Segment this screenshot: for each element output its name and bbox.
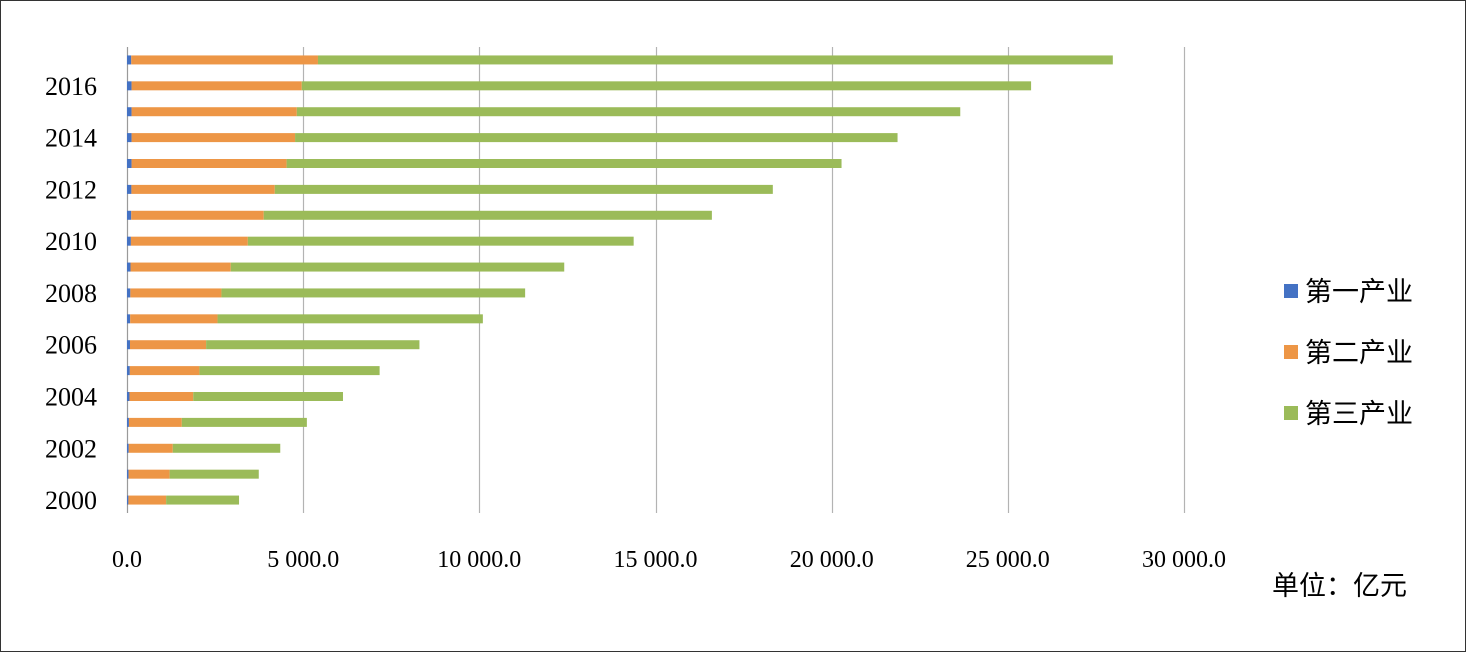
- bar-2011-series-2: [131, 210, 264, 220]
- bar-2009-series-3: [230, 262, 565, 272]
- bar-2005-series-1: [127, 366, 130, 376]
- x-tick-label: 15 000.0: [614, 547, 698, 573]
- bar-2007-series-3: [217, 314, 483, 324]
- bar-2004-series-1: [127, 392, 130, 401]
- bar-2016-series-2: [131, 81, 302, 91]
- bar-2015-series-3: [296, 107, 961, 117]
- bar-2003-series-3: [181, 417, 307, 427]
- y-tick-label: 2012: [45, 175, 97, 204]
- legend-label-series-3: 第三产业: [1305, 399, 1413, 429]
- y-tick-label: 2008: [45, 279, 97, 308]
- bar-2005-series-3: [199, 366, 380, 376]
- bar-2017-series-2: [131, 55, 318, 65]
- bar-2013-series-1: [127, 159, 132, 168]
- bar-2012-series-3: [274, 184, 773, 194]
- legend-swatch-series-2: [1284, 345, 1298, 359]
- y-tick-label: 2000: [45, 486, 97, 515]
- bar-2001-series-3: [169, 469, 259, 479]
- bar-2004-series-2: [129, 392, 194, 401]
- bar-2003-series-1: [127, 417, 129, 427]
- y-tick-label: 2010: [45, 227, 97, 256]
- bar-2001-series-2: [128, 469, 170, 479]
- x-tick-label: 5 000.0: [267, 547, 339, 573]
- bar-2017-series-3: [317, 55, 1113, 65]
- y-tick-label: 2014: [45, 124, 97, 153]
- bar-2007-series-1: [127, 314, 131, 324]
- bar-2011-series-1: [127, 210, 132, 220]
- bar-2014-series-1: [127, 133, 132, 143]
- bar-2002-series-2: [128, 443, 173, 453]
- gridlines: [126, 47, 1186, 513]
- x-tick-label: 25 000.0: [966, 547, 1050, 573]
- bar-2002-series-3: [172, 443, 281, 453]
- x-tick-label: 30 000.0: [1142, 547, 1226, 573]
- bars: [127, 55, 1113, 505]
- x-tick-label: 0.0: [112, 547, 142, 573]
- bar-2005-series-2: [129, 366, 200, 376]
- y-tick-label: 2004: [45, 383, 97, 412]
- bar-2002-series-1: [127, 443, 129, 453]
- bar-2009-series-2: [130, 262, 231, 272]
- bar-2010-series-2: [130, 236, 248, 246]
- bar-2016-series-3: [301, 81, 1032, 91]
- bar-2015-series-1: [127, 107, 132, 117]
- legend-swatch-series-3: [1284, 406, 1298, 420]
- bar-2000-series-1: [127, 495, 129, 505]
- y-tick-label: 2002: [45, 434, 97, 463]
- bar-2008-series-1: [127, 288, 131, 298]
- bar-2004-series-3: [193, 392, 343, 401]
- bar-2000-series-2: [128, 495, 167, 505]
- x-tick-label: 10 000.0: [437, 547, 521, 573]
- bar-2006-series-2: [129, 340, 207, 350]
- bar-2008-series-2: [130, 288, 222, 298]
- bar-2011-series-3: [263, 210, 712, 220]
- bar-2009-series-1: [127, 262, 131, 272]
- bar-2007-series-2: [130, 314, 218, 324]
- bar-2000-series-3: [166, 495, 240, 505]
- bar-2014-series-2: [131, 133, 296, 143]
- bar-2003-series-2: [128, 417, 182, 427]
- bar-2012-series-1: [127, 184, 132, 194]
- bar-2001-series-1: [127, 469, 129, 479]
- bar-2017-series-1: [127, 55, 132, 65]
- legend-label-series-1: 第一产业: [1305, 277, 1413, 307]
- legend-swatch-series-1: [1284, 284, 1298, 298]
- legend-label-series-2: 第二产业: [1305, 338, 1413, 368]
- bar-2013-series-3: [286, 159, 842, 168]
- y-axis-tick-labels: 2000 2002 2004 2006 2008 2010 2012 2014 2016: [45, 72, 97, 515]
- bar-2013-series-2: [131, 159, 287, 168]
- bar-2006-series-1: [127, 340, 130, 350]
- bar-2016-series-1: [127, 81, 132, 91]
- x-axis-tick-labels: 0.0 5 000.0 10 000.0 15 000.0 20 000.0 25 000…: [112, 547, 1226, 573]
- y-tick-label: 2016: [45, 72, 97, 101]
- x-tick-label: 20 000.0: [790, 547, 874, 573]
- bar-2012-series-2: [131, 184, 275, 194]
- y-tick-label: 2006: [45, 331, 97, 360]
- bar-2010-series-1: [127, 236, 131, 246]
- unit-label: 单位：亿元: [1272, 571, 1407, 601]
- bar-2008-series-3: [221, 288, 526, 298]
- bar-2010-series-3: [247, 236, 634, 246]
- bar-2006-series-3: [206, 340, 420, 350]
- bar-2014-series-3: [295, 133, 898, 143]
- bar-2015-series-2: [131, 107, 297, 117]
